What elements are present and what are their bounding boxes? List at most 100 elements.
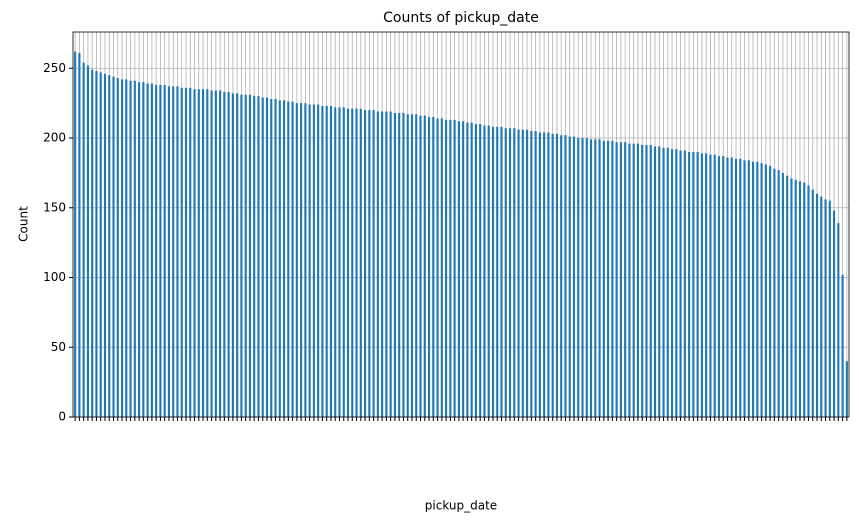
bar <box>257 96 260 418</box>
bar <box>739 158 742 417</box>
bar <box>295 103 298 418</box>
y-tick-label: 200 <box>43 131 66 145</box>
bar <box>381 111 384 418</box>
bar <box>786 175 789 417</box>
bar <box>688 151 691 417</box>
bar <box>700 153 703 417</box>
bar <box>500 126 503 417</box>
bar <box>781 172 784 417</box>
chart-title: Counts of pickup_date <box>383 10 539 26</box>
bar <box>201 89 205 418</box>
bar <box>632 143 635 417</box>
bar <box>74 51 77 417</box>
bar <box>624 142 627 417</box>
bar <box>223 91 226 418</box>
bar <box>530 131 533 417</box>
bar <box>696 151 699 417</box>
bar <box>636 143 640 417</box>
bar <box>602 140 605 417</box>
bar <box>227 91 230 418</box>
bar <box>155 85 158 417</box>
bar <box>483 125 486 417</box>
bar <box>820 196 823 417</box>
bar <box>807 185 810 417</box>
bar <box>534 131 537 417</box>
bar <box>713 154 716 418</box>
bar <box>828 200 831 417</box>
bar <box>474 124 477 417</box>
bar <box>317 104 320 418</box>
bar <box>679 150 682 417</box>
bar <box>641 144 644 417</box>
bar <box>282 100 286 418</box>
bar <box>845 361 848 417</box>
bar <box>547 132 550 417</box>
bar <box>219 90 222 417</box>
bar <box>508 128 512 417</box>
bar <box>734 158 738 417</box>
bar <box>811 189 814 417</box>
bar <box>479 124 482 417</box>
bar <box>287 101 290 418</box>
bar <box>675 149 678 417</box>
bar <box>607 140 610 417</box>
bar <box>773 168 776 417</box>
bar <box>717 156 721 417</box>
bar <box>824 199 827 417</box>
bar <box>334 107 337 418</box>
bar <box>440 118 443 417</box>
bar <box>338 107 341 418</box>
bar <box>78 52 81 417</box>
bar <box>692 151 695 417</box>
bar <box>432 117 435 417</box>
y-axis-label: Count <box>17 206 31 242</box>
bar <box>517 129 520 417</box>
y-tick-label: 100 <box>43 270 66 284</box>
bar <box>551 133 554 417</box>
bar <box>133 80 136 418</box>
bar <box>231 93 234 418</box>
bar <box>564 135 567 417</box>
bar <box>585 138 588 417</box>
bar <box>385 111 388 418</box>
bar <box>526 129 529 417</box>
bar <box>666 147 669 417</box>
bar <box>658 146 661 417</box>
bar <box>244 94 247 418</box>
bar <box>300 103 303 418</box>
bar <box>278 100 281 418</box>
bar <box>364 110 367 418</box>
bar <box>325 105 328 418</box>
bar <box>402 112 405 418</box>
bar <box>270 98 273 418</box>
bar <box>112 76 115 417</box>
bar <box>150 83 153 418</box>
bar <box>189 87 192 417</box>
bar <box>265 97 269 418</box>
x-axis-label: pickup_date <box>425 499 497 513</box>
bar <box>649 144 652 417</box>
bar <box>176 86 179 418</box>
bar <box>355 108 358 418</box>
bar <box>351 108 354 418</box>
bar <box>193 89 196 418</box>
bar <box>457 121 460 417</box>
bar <box>210 90 213 417</box>
bar <box>794 179 797 417</box>
bar <box>619 142 622 417</box>
bar <box>393 112 396 418</box>
bar <box>487 125 490 417</box>
bar <box>312 104 315 418</box>
bar <box>462 121 465 417</box>
bar <box>513 128 516 417</box>
bar <box>747 160 750 418</box>
bar <box>376 111 379 418</box>
bar <box>730 157 733 418</box>
bar <box>274 98 277 418</box>
bar <box>321 105 324 418</box>
bar <box>116 78 119 418</box>
bar <box>598 139 601 417</box>
bar <box>653 146 657 417</box>
bar <box>410 114 414 418</box>
